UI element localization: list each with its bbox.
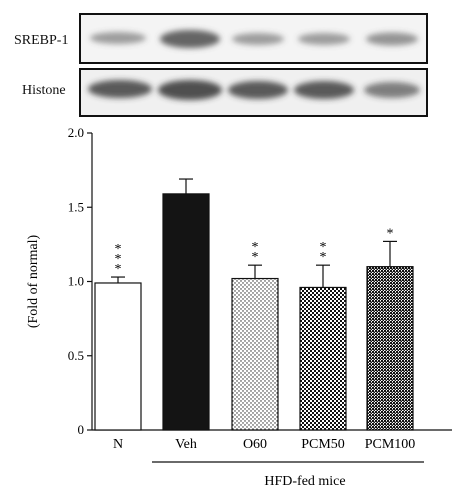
- x-tick-label: PCM100: [365, 437, 416, 452]
- y-tick-label: 1.0: [68, 274, 84, 289]
- significance-star: *: [252, 250, 259, 265]
- bar-veh: [162, 193, 210, 431]
- srebp-blot-label: SREBP-1: [14, 33, 69, 48]
- bar-pcm100: [366, 266, 414, 431]
- x-tick-label: Veh: [175, 437, 197, 452]
- significance-star: *: [115, 242, 122, 257]
- significance-star: *: [387, 226, 394, 241]
- significance-star: *: [115, 252, 122, 267]
- significance-star: *: [320, 240, 327, 255]
- x-tick-label: N: [113, 437, 123, 452]
- significance-star: *: [115, 262, 122, 277]
- y-tick-label: 0: [78, 422, 85, 437]
- y-tick-label: 0.5: [68, 348, 84, 363]
- x-tick-label: PCM50: [301, 437, 345, 452]
- y-tick-label: 1.5: [68, 199, 84, 214]
- bar-n: [94, 282, 142, 431]
- bar-o60: [231, 277, 279, 431]
- x-tick-label: O60: [243, 437, 267, 452]
- significance-star: *: [252, 240, 259, 255]
- significance-star: *: [320, 250, 327, 265]
- y-axis-label: (Fold of normal): [26, 235, 41, 329]
- histone-blot: [79, 68, 428, 117]
- group-label: HFD-fed mice: [264, 474, 345, 489]
- srebp-blot: [79, 13, 428, 64]
- chart-bars: [94, 178, 414, 431]
- y-tick-label: 2.0: [68, 125, 84, 140]
- bar-pcm50: [299, 286, 347, 431]
- histone-blot-label: Histone: [22, 83, 66, 98]
